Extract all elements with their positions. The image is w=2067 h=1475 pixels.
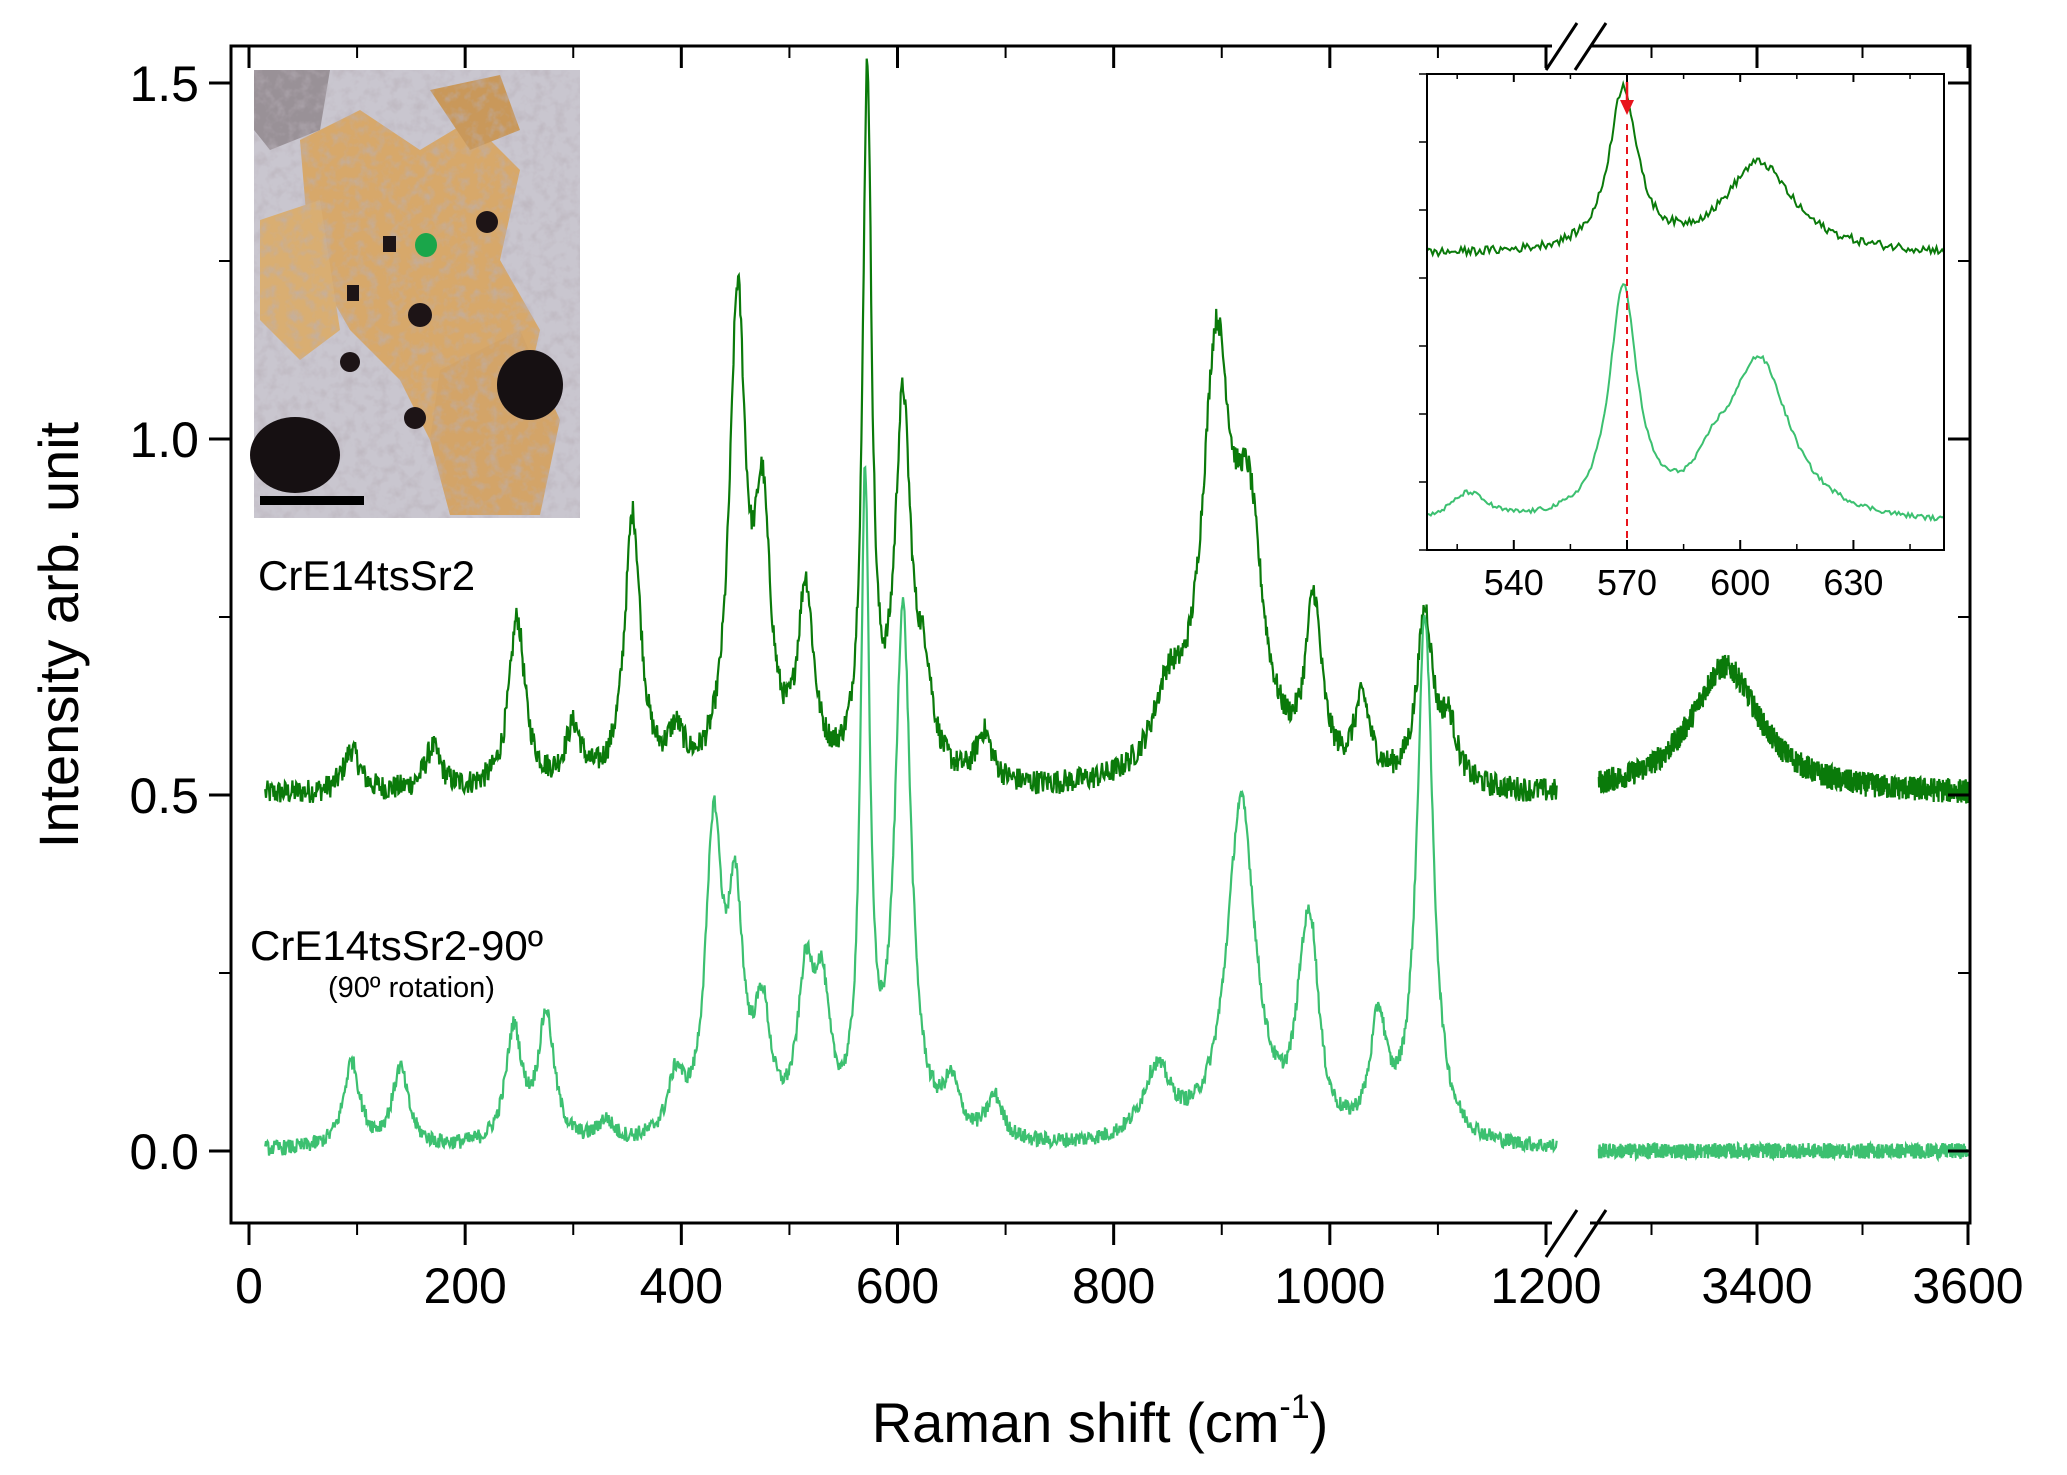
- x-axis-title-superscript: -1: [1279, 1388, 1309, 1426]
- inset-plot: 540 570 600 630: [1419, 73, 1945, 603]
- measurement-spot: [415, 233, 437, 257]
- x-tick-label: 3400: [1701, 1258, 1812, 1314]
- inset-x-tick-label: 630: [1823, 562, 1883, 603]
- inset-x-tick-label: 540: [1484, 562, 1544, 603]
- y-tick-label: 0.0: [129, 1124, 199, 1180]
- micrograph-texture: [250, 70, 580, 518]
- inset-series-line-cre14tssr2-90: [1428, 282, 1943, 523]
- y-tick-label: 1.5: [129, 56, 199, 112]
- x-axis-title: Raman shift (cm-1): [872, 1388, 1329, 1454]
- inset-peak-arrow-head-icon: [1620, 100, 1635, 115]
- x-tick-label: 400: [640, 1258, 723, 1314]
- x-tick-label: 1200: [1490, 1258, 1601, 1314]
- y-tick-label: 1.0: [129, 412, 199, 468]
- y-tick-label: 0.5: [129, 768, 199, 824]
- x-tick-label: 800: [1072, 1258, 1155, 1314]
- series-line-cre14tssr2-segment-2: [1597, 654, 1969, 804]
- x-tick-label: 200: [423, 1258, 506, 1314]
- inset-axes: 540 570 600 630: [1419, 73, 1911, 603]
- inset-frame: [1426, 73, 1945, 551]
- rotated-sample-label: CrE14tsSr2-90º: [250, 922, 543, 969]
- axes-layer: 0 200 400 600 800 1000 1200 3400 3600 0.0 0.5 1.0 1.…: [129, 46, 2024, 1314]
- axis-break-marks: [1544, 22, 1608, 1258]
- scale-bar: [260, 496, 364, 505]
- inset-x-tick-label: 600: [1710, 562, 1770, 603]
- axis-break-gap-bottom: [1552, 1217, 1590, 1229]
- inset-series-line-cre14tssr2: [1428, 79, 1943, 259]
- inset-x-tick-label: 570: [1597, 562, 1657, 603]
- x-axis-title-main: Raman shift (cm: [872, 1391, 1280, 1454]
- x-axis-title-close: ): [1310, 1391, 1329, 1454]
- series-line-cre14tssr2-90-segment-2: [1597, 1139, 1969, 1163]
- rotated-sample-sublabel: (90º rotation): [328, 972, 495, 1004]
- inset-background: [1427, 74, 1944, 550]
- x-tick-label: 3600: [1912, 1258, 2023, 1314]
- series-line-cre14tssr2-90-segment-1: [264, 465, 1558, 1156]
- x-tick-label: 0: [235, 1258, 263, 1314]
- inset-series-layer: [1428, 79, 1943, 549]
- x-tick-label: 1000: [1274, 1258, 1385, 1314]
- y-axis-title: Intensity arb. unit: [27, 421, 90, 848]
- series-layer: [264, 58, 1969, 1163]
- series-line-cre14tssr2-segment-1: [264, 58, 1558, 803]
- sample-label: CrE14tsSr2: [258, 552, 475, 599]
- x-tick-label: 600: [856, 1258, 939, 1314]
- plot-frame: [229, 44, 1972, 1225]
- micrograph-image: [250, 70, 580, 518]
